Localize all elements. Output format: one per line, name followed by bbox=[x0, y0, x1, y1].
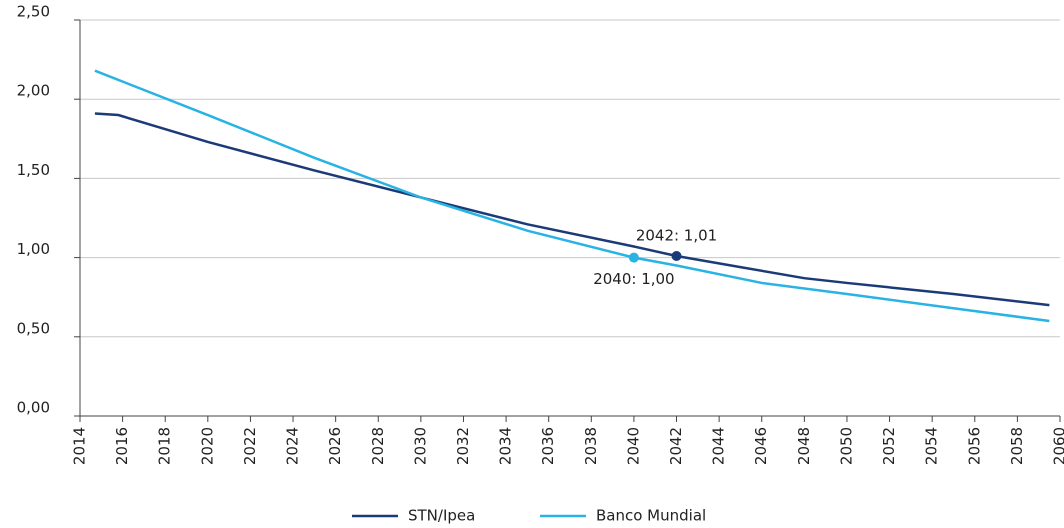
x-tick-label: 2024 bbox=[284, 427, 302, 465]
x-tick-label: 2040 bbox=[624, 427, 642, 465]
legend-label: Banco Mundial bbox=[596, 507, 706, 525]
annotation-point bbox=[628, 252, 639, 263]
x-tick-label: 2022 bbox=[241, 427, 259, 465]
x-tick-label: 2030 bbox=[411, 427, 429, 465]
x-tick-label: 2016 bbox=[113, 427, 131, 465]
x-tick-label: 2028 bbox=[369, 427, 387, 465]
x-tick-label: 2014 bbox=[71, 427, 89, 465]
y-tick-label: 0,50 bbox=[17, 319, 50, 337]
x-tick-label: 2058 bbox=[1008, 427, 1026, 465]
x-tick-label: 2042 bbox=[667, 427, 685, 465]
x-tick-label: 2060 bbox=[1051, 427, 1064, 465]
x-tick-label: 2018 bbox=[156, 427, 174, 465]
x-tick-label: 2026 bbox=[326, 427, 344, 465]
x-tick-label: 2054 bbox=[923, 427, 941, 465]
y-tick-label: 0,00 bbox=[17, 399, 50, 417]
annotation-label: 2042: 1,01 bbox=[636, 227, 717, 245]
series-line bbox=[94, 69, 1050, 323]
x-tick-label: 2052 bbox=[880, 427, 898, 465]
y-tick-label: 2,50 bbox=[17, 3, 50, 21]
annotation-point bbox=[671, 251, 682, 262]
x-tick-label: 2046 bbox=[752, 427, 770, 465]
x-tick-label: 2036 bbox=[539, 427, 557, 465]
x-tick-label: 2048 bbox=[795, 427, 813, 465]
y-tick-label: 2,00 bbox=[17, 82, 50, 100]
legend-label: STN/Ipea bbox=[408, 507, 475, 525]
series-line bbox=[94, 112, 1050, 307]
y-tick-label: 1,00 bbox=[17, 240, 50, 258]
y-tick-label: 1,50 bbox=[17, 161, 50, 179]
x-tick-label: 2032 bbox=[454, 427, 472, 465]
x-tick-label: 2020 bbox=[198, 427, 216, 465]
x-tick-label: 2034 bbox=[497, 427, 515, 465]
x-tick-label: 2044 bbox=[710, 427, 728, 465]
x-tick-label: 2056 bbox=[965, 427, 983, 465]
annotation-label: 2040: 1,00 bbox=[593, 270, 674, 288]
x-tick-label: 2050 bbox=[837, 427, 855, 465]
x-tick-label: 2038 bbox=[582, 427, 600, 465]
